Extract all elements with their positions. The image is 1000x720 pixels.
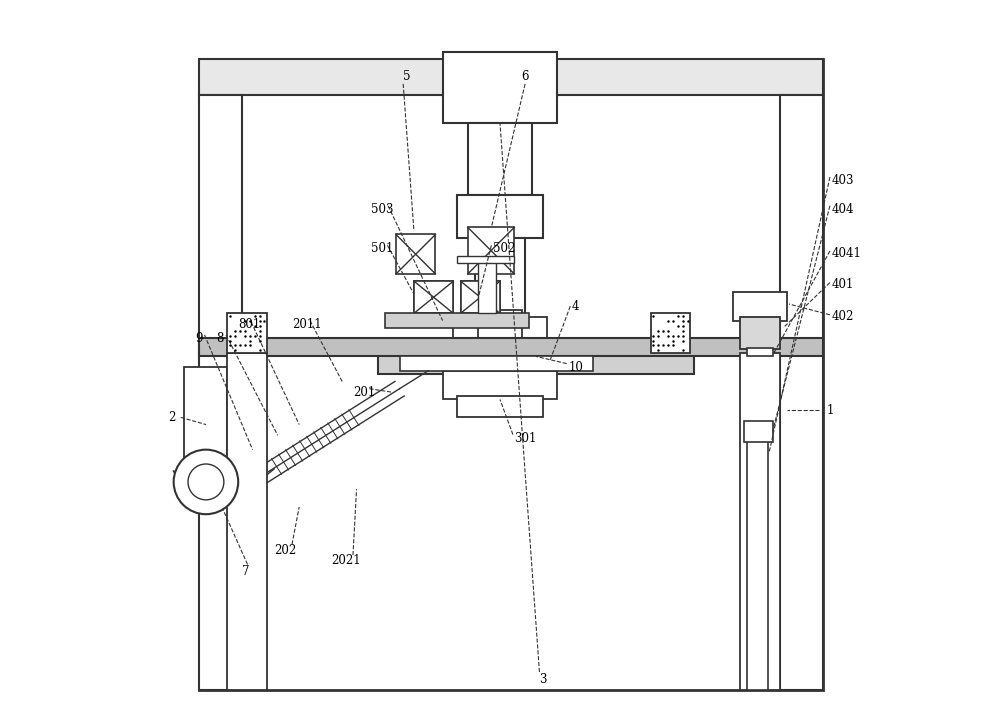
Text: 4041: 4041: [832, 248, 862, 261]
Text: 202: 202: [274, 544, 296, 557]
Bar: [747, 348, 773, 356]
Bar: [468, 123, 532, 195]
Bar: [227, 353, 267, 690]
Circle shape: [174, 450, 238, 514]
Bar: [385, 313, 529, 328]
Bar: [468, 228, 514, 274]
Text: 301: 301: [514, 433, 537, 446]
Text: 10: 10: [568, 361, 583, 374]
Bar: [740, 317, 780, 349]
Bar: [780, 94, 823, 690]
Bar: [457, 195, 543, 238]
Text: 9: 9: [195, 332, 203, 345]
Text: 401: 401: [832, 278, 854, 291]
Bar: [733, 292, 787, 320]
Text: 2: 2: [169, 411, 176, 424]
Text: 2011: 2011: [292, 318, 322, 330]
Text: 7: 7: [242, 565, 249, 578]
Text: 3: 3: [539, 672, 547, 685]
Bar: [199, 59, 823, 94]
Bar: [475, 238, 525, 324]
Bar: [747, 439, 768, 690]
Text: 2021: 2021: [331, 554, 361, 567]
Bar: [457, 256, 514, 264]
Text: 501: 501: [371, 243, 393, 256]
Text: 503: 503: [371, 203, 393, 216]
Text: 403: 403: [832, 174, 855, 187]
Text: 404: 404: [832, 203, 855, 216]
Bar: [443, 371, 557, 400]
Bar: [184, 367, 227, 467]
Bar: [461, 281, 500, 313]
Bar: [744, 421, 773, 443]
Text: 801: 801: [238, 318, 260, 330]
Bar: [453, 317, 547, 346]
Bar: [199, 94, 242, 690]
Text: 6: 6: [522, 70, 529, 84]
Bar: [414, 281, 453, 313]
Text: 4: 4: [572, 300, 579, 312]
Text: 502: 502: [493, 243, 515, 256]
Bar: [400, 356, 593, 371]
Bar: [461, 281, 500, 313]
Bar: [227, 313, 267, 353]
Bar: [199, 59, 823, 690]
Circle shape: [188, 464, 224, 500]
Bar: [740, 353, 780, 690]
Bar: [443, 52, 557, 123]
Bar: [378, 346, 694, 374]
Bar: [199, 338, 823, 356]
Bar: [478, 310, 522, 360]
Bar: [651, 313, 690, 353]
Bar: [414, 281, 453, 313]
Text: 402: 402: [832, 310, 854, 323]
Text: 8: 8: [217, 332, 224, 345]
Bar: [396, 235, 435, 274]
Text: 5: 5: [403, 70, 411, 84]
Text: 201: 201: [353, 386, 375, 399]
Text: 1: 1: [826, 404, 834, 417]
Bar: [478, 260, 496, 313]
Bar: [457, 396, 543, 418]
